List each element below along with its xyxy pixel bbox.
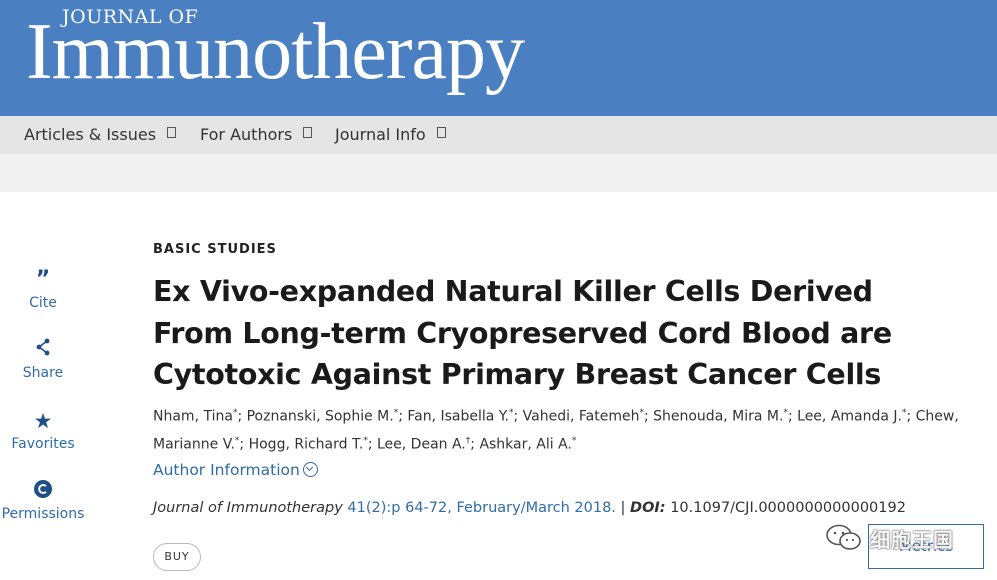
doi-label: DOI: — [630, 500, 666, 516]
chevron-down-icon — [302, 462, 318, 477]
author-name[interactable]: Ashkar, Ali A. — [479, 436, 572, 453]
author-name[interactable]: Lee, Amanda J. — [797, 408, 902, 425]
wechat-icon — [826, 524, 861, 550]
star-icon: ★ — [33, 409, 53, 433]
author-name[interactable]: Nham, Tina — [153, 408, 233, 425]
citation-separator: | — [620, 500, 626, 516]
sub-nav-bar — [0, 154, 997, 192]
nav-journal-info[interactable]: Journal Info — [335, 116, 446, 154]
author-mark: * — [901, 408, 907, 418]
nav-label: Articles & Issues — [24, 125, 157, 144]
permissions-button[interactable]: Permissions — [0, 479, 86, 522]
author-mark: * — [571, 435, 577, 446]
logo-immunotherapy[interactable]: Immunotherapy — [26, 8, 525, 96]
share-label: Share — [22, 365, 64, 381]
author-name[interactable]: Hogg, Richard T. — [248, 436, 364, 453]
section-label: BASIC STUDIES — [153, 242, 277, 257]
buy-button[interactable]: BUY — [153, 543, 201, 571]
author-name[interactable]: Vahedi, Fatemeh — [522, 408, 640, 425]
quote-icon: ” — [35, 267, 51, 292]
author-mark: * — [639, 408, 644, 418]
favorites-button[interactable]: ★ Favorites — [0, 409, 86, 452]
site-header: JOURNAL OF Immunotherapy — [0, 0, 997, 116]
author-mark: * — [234, 435, 240, 446]
journal-name: Journal of Immunotherapy — [153, 500, 343, 516]
author-information-label: Author Information — [153, 461, 300, 479]
citation-line: Journal of Immunotherapy 41(2):p 64-72, … — [153, 500, 906, 516]
metrics-button[interactable]: Metrics — [868, 524, 984, 569]
cite-label: Cite — [29, 295, 57, 311]
article-title: Ex Vivo-expanded Natural Killer Cells De… — [153, 275, 892, 391]
author-mark: * — [363, 435, 368, 446]
author-mark: * — [232, 408, 238, 418]
author-mark: * — [508, 408, 514, 418]
nav-label: For Authors — [200, 125, 293, 144]
nav-label: Journal Info — [335, 125, 426, 144]
author-name[interactable]: Shenouda, Mira M. — [653, 408, 784, 425]
author-name[interactable]: Chew, Marianne V. — [153, 408, 959, 453]
dropdown-icon — [436, 127, 446, 138]
author-list: Nham, Tina*; Poznanski, Sophie M.*; Fan,… — [153, 408, 959, 453]
share-button[interactable]: Share — [0, 338, 86, 381]
nav-for-authors[interactable]: For Authors — [200, 116, 313, 154]
copyright-icon — [0, 479, 86, 503]
author-name[interactable]: Lee, Dean A. — [377, 436, 466, 453]
logo-journal-of[interactable]: JOURNAL OF — [62, 6, 199, 28]
author-mark: † — [465, 435, 471, 446]
author-mark: * — [393, 408, 399, 418]
author-name[interactable]: Fan, Isabella Y. — [407, 408, 509, 425]
favorites-label: Favorites — [11, 436, 75, 452]
cite-button[interactable]: ” Cite — [0, 267, 86, 312]
dropdown-icon — [167, 127, 177, 138]
doi-value: 10.1097/CJI.0000000000000192 — [670, 500, 906, 516]
author-information-toggle[interactable]: Author Information — [153, 461, 318, 479]
permissions-label: Permissions — [1, 506, 85, 522]
share-icon — [0, 338, 86, 362]
nav-articles-issues[interactable]: Articles & Issues — [24, 116, 177, 154]
dropdown-icon — [303, 127, 313, 138]
main-nav: Articles & Issues For Authors Journal In… — [0, 116, 997, 154]
author-mark: * — [783, 408, 788, 418]
issue-link[interactable]: 41(2):p 64-72, February/March 2018. — [347, 500, 616, 516]
author-name[interactable]: Poznanski, Sophie M. — [246, 408, 394, 425]
